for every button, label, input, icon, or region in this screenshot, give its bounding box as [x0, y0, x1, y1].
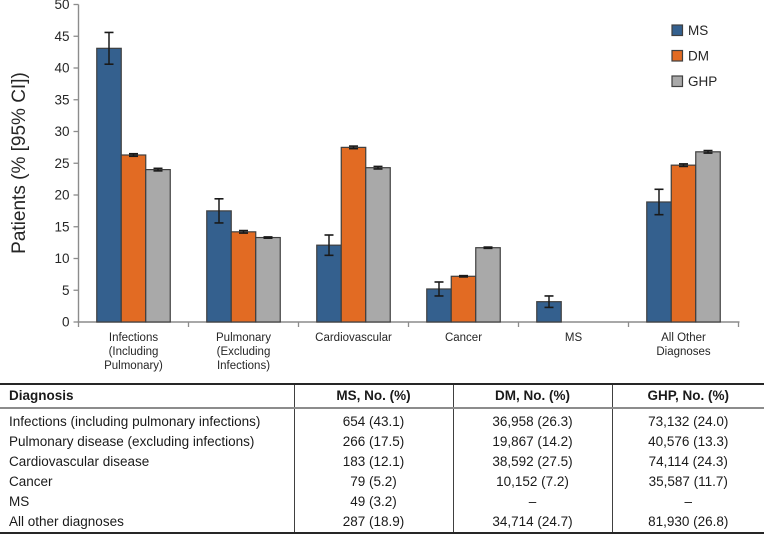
legend-swatch-ms: [671, 24, 684, 37]
x-category-label: All Other: [661, 332, 706, 344]
table-row: Cardiovascular disease 183 (12.1) 38,592 (…: [0, 452, 764, 472]
x-category-label: (Including: [109, 346, 159, 358]
table-row: MS 49 (3.2) – –: [0, 492, 764, 512]
column-header: Diagnosis: [0, 384, 294, 409]
column-header: DM, No. (%): [452, 384, 612, 409]
table-body: Infections (including pulmonary infectio…: [0, 408, 764, 533]
diagnosis-cell: Infections (including pulmonary infectio…: [9, 414, 261, 429]
bar: [340, 146, 367, 323]
diagnosis-cell: Cancer: [9, 474, 53, 489]
bar: [450, 275, 477, 323]
y-tick-label: 25: [54, 156, 69, 171]
bar: [316, 244, 342, 323]
bar: [670, 164, 697, 323]
x-axis-labels: Infections (Including Pulmonary) Pulmonary (…: [104, 332, 711, 372]
bar: [120, 154, 147, 323]
value-cell: –: [611, 492, 764, 512]
error-bars-DM: [129, 145, 688, 278]
legend-swatch-ghp: [671, 75, 684, 88]
x-category-label: MS: [565, 332, 583, 344]
legend-label: DM: [688, 49, 709, 64]
table-row: Pulmonary disease (excluding infections)…: [0, 432, 764, 452]
y-tick-label: 5: [62, 283, 70, 298]
grouped-bar-chart: 0 5 10 15 20 25 30 35 40 45 50 Infections (Including…: [54, 0, 740, 372]
y-tick-label: 40: [54, 61, 69, 76]
error-bars-GHP: [153, 149, 713, 250]
value-cell: 287 (18.9): [293, 512, 453, 533]
y-tick-label: 10: [54, 251, 69, 266]
y-axis-title: Patients (% [95% CI]): [9, 72, 30, 254]
value-cell: 74,114 (24.3): [611, 452, 764, 472]
bars-MS: [96, 47, 672, 323]
y-tick-label: 20: [54, 188, 69, 203]
table-row: All other diagnoses 287 (18.9) 34,714 (24.…: [0, 512, 764, 533]
diagnosis-cell: All other diagnoses: [9, 514, 124, 529]
bar: [695, 151, 721, 323]
x-category-label: Cardiovascular: [315, 332, 392, 344]
legend: MS DM GHP: [671, 23, 717, 89]
x-category-label: Diagnoses: [656, 346, 711, 358]
y-tick-label: 50: [54, 0, 69, 12]
value-cell: 36,958 (26.3): [452, 408, 612, 432]
y-tick-label: 45: [54, 29, 69, 44]
value-cell: 81,930 (26.8): [611, 512, 764, 533]
value-cell: 34,714 (24.7): [452, 512, 612, 533]
legend-label: MS: [688, 23, 708, 38]
column-header: GHP, No. (%): [611, 384, 764, 409]
x-category-label: Cancer: [445, 332, 482, 344]
bar: [255, 236, 281, 323]
y-tick-label: 0: [62, 315, 70, 330]
diagnosis-cell: Pulmonary disease (excluding infections): [9, 434, 255, 449]
bar: [145, 169, 171, 323]
diagnosis-cell: Cardiovascular disease: [9, 454, 150, 469]
x-category-label: Infections): [217, 360, 270, 372]
error-bars-MS: [104, 31, 664, 309]
x-category-label: Infections: [109, 332, 158, 344]
value-cell: 183 (12.1): [293, 452, 453, 472]
clinical-outcomes-figure: Patients (% [95% CI]) 0 5 10 15 20 25 30 35 40 45…: [9, 0, 740, 372]
value-cell: 79 (5.2): [293, 472, 453, 492]
bar: [96, 47, 122, 323]
table-header-row: Diagnosis MS, No. (%) DM, No. (%) GHP, No. …: [0, 384, 764, 409]
value-cell: 35,587 (11.7): [611, 472, 764, 492]
legend-label: GHP: [688, 74, 717, 89]
x-category-label: Pulmonary: [216, 332, 271, 344]
table-header: Diagnosis MS, No. (%) DM, No. (%) GHP, No. …: [0, 384, 764, 409]
x-category-label: (Excluding: [217, 346, 271, 358]
bars-DM: [120, 146, 697, 323]
value-cell: 10,152 (7.2): [452, 472, 612, 492]
value-cell: 40,576 (13.3): [611, 432, 764, 452]
bar: [475, 247, 501, 323]
legend-swatch-dm: [671, 49, 684, 62]
bar: [646, 201, 672, 323]
y-tick-label: 30: [54, 124, 69, 139]
column-header: MS, No. (%): [293, 384, 453, 409]
y-tick-label: 15: [54, 219, 69, 234]
value-cell: 38,592 (27.5): [452, 452, 612, 472]
bar: [365, 167, 391, 323]
axes: 0 5 10 15 20 25 30 35 40 45 50: [54, 0, 740, 330]
diagnosis-cell: MS: [9, 494, 30, 509]
value-cell: –: [452, 492, 612, 512]
value-cell: 49 (3.2): [293, 492, 453, 512]
table-row: Infections (including pulmonary infectio…: [0, 408, 764, 432]
value-cell: 73,132 (24.0): [611, 408, 764, 432]
value-cell: 654 (43.1): [293, 408, 453, 432]
y-tick-label: 35: [54, 92, 69, 107]
value-cell: 266 (17.5): [293, 432, 453, 452]
bar: [230, 231, 257, 323]
table-row: Cancer 79 (5.2) 10,152 (7.2) 35,587 (11.7): [0, 472, 764, 492]
diagnosis-data-table: Diagnosis MS, No. (%) DM, No. (%) GHP, No. …: [0, 383, 764, 534]
bar: [206, 210, 232, 323]
x-category-label: Pulmonary): [104, 360, 163, 372]
value-cell: 19,867 (14.2): [452, 432, 612, 452]
